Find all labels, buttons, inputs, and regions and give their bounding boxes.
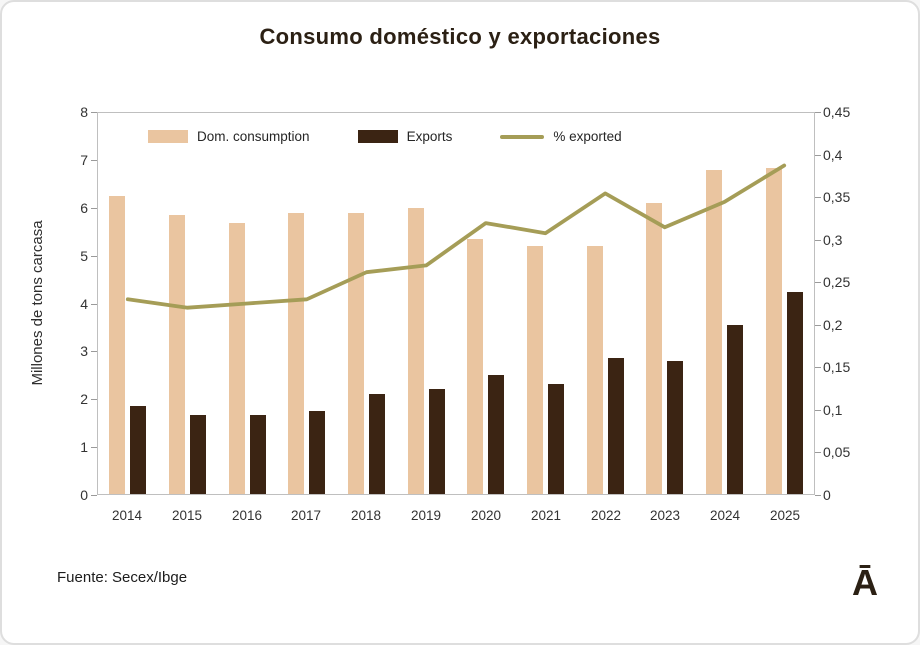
left-axis-tick-label: 7	[80, 151, 88, 168]
bar-exports	[429, 389, 445, 494]
x-axis-label: 2022	[590, 508, 622, 523]
left-axis-tick-label: 6	[80, 199, 88, 216]
chart-title: Consumo doméstico y exportaciones	[259, 24, 661, 49]
right-axis-tick-mark	[815, 112, 821, 113]
bar-dom-consumption	[766, 168, 782, 494]
x-axis-label: 2017	[290, 508, 322, 523]
x-axis-label: 2019	[410, 508, 442, 523]
left-axis-tick-mark	[91, 160, 97, 161]
left-axis-tick-mark	[91, 447, 97, 448]
left-axis-tick-mark	[91, 208, 97, 209]
bar-exports	[190, 415, 206, 494]
right-axis-tick-label: 0,05	[823, 444, 851, 461]
x-axis-label: 2023	[649, 508, 681, 523]
x-axis-label: 2015	[171, 508, 203, 523]
left-axis-tick-label: 0	[80, 487, 88, 503]
x-axis-label: 2024	[709, 508, 741, 523]
legend-item-dom-consumption: Dom. consumption	[148, 129, 310, 144]
right-axis-tick-label: 0,2	[823, 316, 843, 333]
x-axis-label: 2021	[530, 508, 562, 523]
bar-dom-consumption	[229, 223, 245, 494]
source-note: Fuente: Secex/Ibge	[57, 569, 188, 586]
x-axis-label: 2014	[111, 508, 143, 523]
right-axis-tick-mark	[815, 155, 821, 156]
bar-dom-consumption	[109, 196, 125, 494]
bar-exports	[548, 384, 564, 494]
right-axis-tick-mark	[815, 282, 821, 283]
legend-item--exported: % exported	[500, 129, 622, 144]
x-axis-label: 2025	[769, 508, 801, 523]
legend-swatch	[500, 134, 545, 139]
left-axis-tick-label: 1	[80, 439, 88, 456]
left-axis-tick-mark	[91, 399, 97, 400]
right-axis-tick-label: 0,1	[823, 401, 843, 418]
bar-dom-consumption	[646, 203, 662, 494]
pct-exported-line	[125, 163, 787, 310]
left-axis-tick-mark	[91, 351, 97, 352]
left-axis-tick-mark	[91, 495, 97, 496]
plot-area: Dom. consumption Exports % exported	[97, 112, 815, 495]
right-axis-tick-mark	[815, 410, 821, 411]
right-axis-tick-label: 0,45	[823, 104, 851, 120]
bar-exports	[250, 415, 266, 494]
left-axis-tick-mark	[91, 304, 97, 305]
legend: Dom. consumption Exports % exported	[148, 129, 622, 144]
bar-dom-consumption	[587, 246, 603, 494]
bar-exports	[369, 394, 385, 494]
x-axis-label: 2020	[470, 508, 502, 523]
right-axis-tick-label: 0	[823, 487, 831, 503]
bar-exports	[787, 292, 803, 494]
bar-dom-consumption	[467, 239, 483, 494]
left-axis-tick-label: 2	[80, 391, 88, 408]
right-axis-tick-mark	[815, 325, 821, 326]
right-axis-tick-mark	[815, 452, 821, 453]
right-axis-tick-label: 0,3	[823, 231, 843, 248]
bar-exports	[727, 325, 743, 494]
bar-dom-consumption	[348, 213, 364, 494]
right-axis-tick-mark	[815, 495, 821, 496]
legend-swatch	[148, 130, 188, 143]
bar-dom-consumption	[408, 208, 424, 494]
left-axis-tick-mark	[91, 112, 97, 113]
bar-exports	[608, 358, 624, 494]
left-axis-tick-label: 4	[80, 295, 88, 312]
bar-exports	[488, 375, 504, 494]
right-axis-tick-label: 0,25	[823, 274, 851, 291]
bar-dom-consumption	[169, 215, 185, 494]
left-axis-tick-mark	[91, 256, 97, 257]
right-axis-tick-label: 0,4	[823, 146, 843, 163]
bar-dom-consumption	[288, 213, 304, 494]
right-axis-tick-mark	[815, 240, 821, 241]
legend-swatch	[357, 130, 398, 143]
x-axis-label: 2018	[350, 508, 382, 523]
left-axis-tick-label: 8	[80, 104, 88, 120]
bar-exports	[309, 411, 325, 494]
right-axis-tick-label: 0,35	[823, 189, 851, 206]
legend-label: Exports	[406, 129, 453, 144]
legend-item-exports: Exports	[357, 129, 453, 144]
bar-dom-consumption	[527, 246, 543, 494]
x-axis-label: 2016	[231, 508, 263, 523]
watermark-letter: Ā	[852, 562, 878, 603]
legend-label: % exported	[553, 129, 622, 144]
left-axis-tick-label: 5	[80, 247, 88, 264]
bar-exports	[130, 406, 146, 494]
left-axis-tick-label: 3	[80, 343, 88, 360]
right-axis-tick-mark	[815, 367, 821, 368]
bar-dom-consumption	[706, 170, 722, 494]
bar-exports	[667, 361, 683, 494]
right-axis-tick-label: 0,15	[823, 359, 851, 376]
right-axis-tick-mark	[815, 197, 821, 198]
legend-label: Dom. consumption	[197, 129, 310, 144]
